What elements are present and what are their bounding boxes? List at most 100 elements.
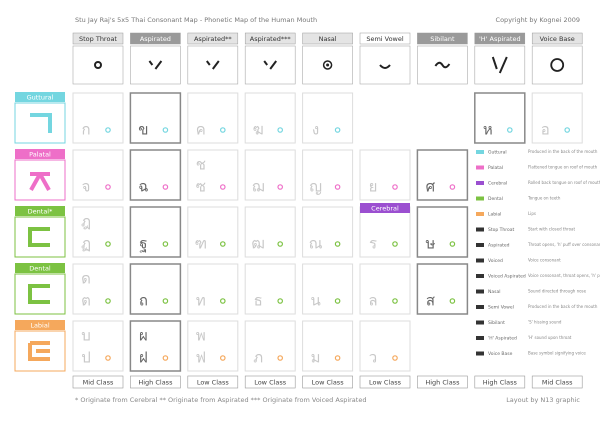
sound-mark xyxy=(506,127,513,133)
cell xyxy=(244,92,296,144)
legend-key xyxy=(476,289,484,294)
column-header xyxy=(359,32,411,45)
legend-desc: Produced in the back of the mouth xyxy=(528,149,598,154)
sound-mark xyxy=(105,355,111,361)
thai-letter: อ xyxy=(541,121,550,139)
cell xyxy=(72,206,124,258)
cell xyxy=(129,92,182,144)
thai-letter: ย xyxy=(369,178,378,196)
thai-letter: ด xyxy=(81,270,91,288)
sound-mark xyxy=(334,127,341,133)
column-icon-box xyxy=(474,45,526,85)
legend-desc: 'H' sound upon throat xyxy=(528,335,572,340)
thai-letter: ซ xyxy=(196,178,206,196)
cell xyxy=(359,263,411,315)
thai-letter: ฆ xyxy=(253,121,264,139)
legend-name: Semi Vowel xyxy=(488,305,514,311)
thai-letter: ว xyxy=(369,349,377,367)
thai-letter: ป xyxy=(81,349,91,367)
legend-name: Voice Base xyxy=(488,351,513,357)
thai-letter: ษ xyxy=(425,235,435,253)
legend-desc: Voice consonant xyxy=(528,258,561,263)
cell xyxy=(302,263,354,315)
row-glyph xyxy=(29,172,51,191)
sound-mark xyxy=(277,241,284,247)
copyright: Copyright by Kognei 2009 xyxy=(496,16,580,24)
cell xyxy=(302,92,354,144)
column-header xyxy=(130,32,181,45)
cell xyxy=(416,206,469,258)
cerebral-bar xyxy=(360,203,410,213)
row-label: Guttural xyxy=(27,94,54,102)
cell xyxy=(359,149,411,201)
thai-letter: ผ xyxy=(139,327,148,345)
cell xyxy=(187,320,239,372)
cell xyxy=(359,320,411,372)
legend-key xyxy=(476,181,484,185)
legend-name: Voiced xyxy=(488,258,503,264)
cell xyxy=(416,149,469,201)
legend-desc: Start with closed throat xyxy=(528,227,575,232)
cell xyxy=(531,92,583,144)
legend-desc: Voice consonant, throat opens, 'h' puff xyxy=(528,273,600,278)
cell xyxy=(187,149,239,201)
icon xyxy=(379,64,391,69)
row-label-bar xyxy=(15,92,65,102)
column-label: Sibilant xyxy=(430,35,455,43)
legend-name: Aspirated xyxy=(488,243,510,249)
column-icon-box xyxy=(244,45,296,85)
sound-mark xyxy=(105,298,111,304)
class-label: Low Class xyxy=(254,379,287,387)
legend-desc: Throat opens, 'h' puff over consonant xyxy=(527,242,600,247)
legend-key xyxy=(476,351,484,356)
thai-letter: ข xyxy=(138,121,148,139)
sound-mark xyxy=(392,298,398,304)
cell xyxy=(359,206,411,258)
legend-key xyxy=(476,196,484,201)
thai-letter: จ xyxy=(82,178,91,196)
thai-letter: ล xyxy=(368,292,377,310)
class-label: Low Class xyxy=(369,379,402,387)
column-icon-box xyxy=(72,45,124,85)
row-glyph xyxy=(30,113,52,133)
column-icon-box xyxy=(187,45,239,85)
column-label: Semi Vowel xyxy=(366,35,404,43)
column-icon-box xyxy=(359,45,411,85)
cell xyxy=(244,263,296,315)
column-header xyxy=(187,32,239,45)
class-box xyxy=(130,375,181,389)
legend-key xyxy=(476,305,484,309)
legend-desc: Base symbol signifying voice xyxy=(528,351,586,356)
sound-mark xyxy=(334,355,341,361)
cell xyxy=(129,149,182,201)
icon xyxy=(434,61,451,69)
row-label-bar xyxy=(15,206,65,216)
sound-mark xyxy=(220,355,226,361)
sound-mark xyxy=(564,127,571,133)
sound-mark xyxy=(105,127,111,133)
icon xyxy=(263,60,277,70)
legend-name: Stop Throat xyxy=(488,227,515,233)
row-label: Dental* xyxy=(28,208,53,216)
sound-mark xyxy=(334,298,341,304)
class-box xyxy=(531,375,583,389)
icon xyxy=(326,63,330,67)
thai-letter: ฒ xyxy=(251,235,265,253)
row-label-bar xyxy=(15,320,65,330)
column-label: 'H' Aspirated xyxy=(479,35,521,43)
thai-letter: ง xyxy=(312,121,319,139)
thai-letter: ฟ xyxy=(195,349,206,367)
cell xyxy=(244,320,296,372)
sound-mark xyxy=(277,355,284,361)
sound-mark xyxy=(392,241,398,247)
sound-mark xyxy=(392,355,398,361)
cell xyxy=(72,263,124,315)
thai-letter: ร xyxy=(369,235,377,253)
class-label: Mid Class xyxy=(542,379,573,387)
sound-mark xyxy=(162,241,169,247)
column-label: Aspirated** xyxy=(194,35,232,43)
cell xyxy=(187,206,239,258)
thai-letter: ศ xyxy=(426,178,436,196)
cell xyxy=(129,320,182,372)
class-box xyxy=(302,375,353,389)
